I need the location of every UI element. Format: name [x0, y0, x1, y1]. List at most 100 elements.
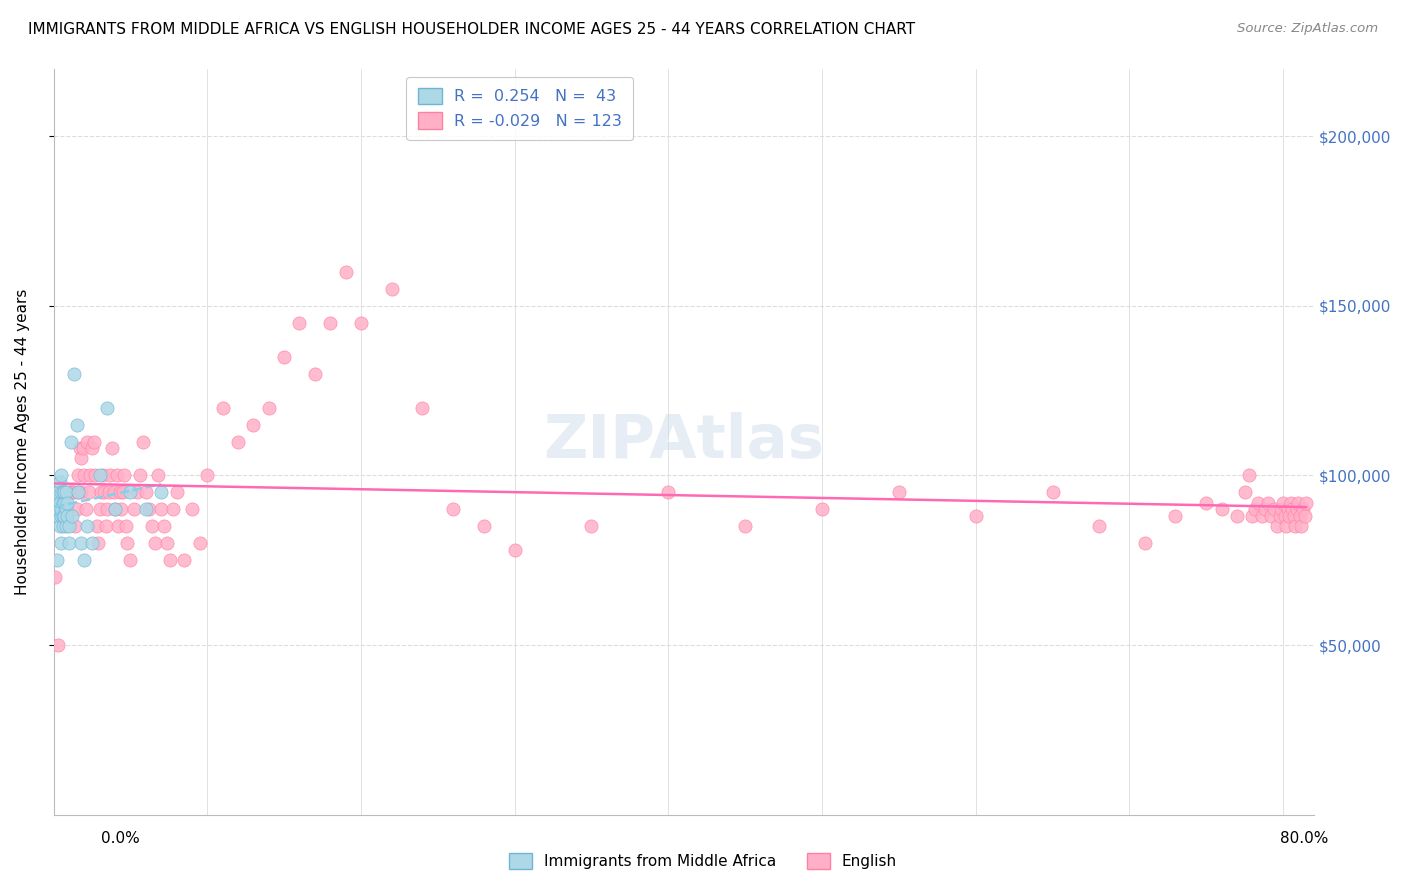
- Point: [166, 485, 188, 500]
- Point: [108, 485, 131, 500]
- Point: [104, 502, 127, 516]
- Point: [159, 553, 181, 567]
- Point: [45, 495, 67, 509]
- Point: [1291, 519, 1313, 533]
- Point: [58, 485, 80, 500]
- Point: [67, 485, 90, 500]
- Point: [46, 485, 69, 500]
- Point: [811, 502, 834, 516]
- Point: [53, 495, 76, 509]
- Point: [52, 495, 75, 509]
- Point: [273, 350, 295, 364]
- Point: [90, 485, 112, 500]
- Point: [1087, 519, 1109, 533]
- Point: [79, 468, 101, 483]
- Point: [89, 468, 111, 483]
- Point: [335, 265, 357, 279]
- Point: [96, 401, 118, 415]
- Point: [83, 434, 105, 449]
- Point: [107, 519, 129, 533]
- Point: [93, 485, 115, 500]
- Point: [1042, 485, 1064, 500]
- Point: [657, 485, 679, 500]
- Point: [75, 502, 97, 516]
- Point: [128, 468, 150, 483]
- Point: [100, 468, 122, 483]
- Point: [77, 485, 100, 500]
- Point: [211, 401, 233, 415]
- Point: [153, 519, 176, 533]
- Point: [53, 485, 76, 500]
- Point: [1211, 502, 1233, 516]
- Point: [46, 638, 69, 652]
- Point: [1274, 509, 1296, 524]
- Point: [110, 502, 132, 516]
- Point: [1257, 495, 1279, 509]
- Point: [76, 434, 98, 449]
- Point: [58, 519, 80, 533]
- Point: [103, 485, 125, 500]
- Point: [1226, 509, 1249, 524]
- Point: [503, 543, 526, 558]
- Point: [350, 316, 373, 330]
- Point: [150, 485, 173, 500]
- Point: [1282, 509, 1305, 524]
- Text: 80.0%: 80.0%: [1281, 831, 1329, 846]
- Point: [1247, 495, 1270, 509]
- Text: Source: ZipAtlas.com: Source: ZipAtlas.com: [1237, 22, 1378, 36]
- Point: [111, 485, 134, 500]
- Point: [120, 553, 142, 567]
- Point: [51, 485, 73, 500]
- Point: [304, 367, 326, 381]
- Point: [45, 553, 67, 567]
- Point: [67, 468, 90, 483]
- Point: [1284, 519, 1306, 533]
- Point: [115, 519, 138, 533]
- Point: [257, 401, 280, 415]
- Point: [1278, 509, 1301, 524]
- Point: [887, 485, 910, 500]
- Point: [101, 442, 124, 456]
- Point: [734, 519, 756, 533]
- Point: [1263, 502, 1285, 516]
- Point: [56, 509, 79, 524]
- Point: [1279, 495, 1302, 509]
- Point: [156, 536, 179, 550]
- Point: [55, 519, 77, 533]
- Point: [66, 417, 89, 432]
- Point: [1253, 502, 1275, 516]
- Point: [1164, 509, 1187, 524]
- Point: [46, 509, 69, 524]
- Point: [135, 485, 157, 500]
- Legend: Immigrants from Middle Africa, English: Immigrants from Middle Africa, English: [503, 847, 903, 875]
- Point: [1270, 502, 1292, 516]
- Point: [96, 502, 118, 516]
- Point: [381, 282, 404, 296]
- Point: [70, 485, 93, 500]
- Point: [60, 485, 83, 500]
- Point: [51, 468, 73, 483]
- Point: [53, 509, 76, 524]
- Point: [80, 536, 103, 550]
- Point: [150, 502, 173, 516]
- Point: [49, 475, 72, 490]
- Point: [1260, 509, 1282, 524]
- Point: [44, 502, 66, 516]
- Point: [49, 495, 72, 509]
- Point: [59, 485, 82, 500]
- Point: [69, 442, 91, 456]
- Point: [1295, 495, 1317, 509]
- Point: [411, 401, 433, 415]
- Point: [62, 485, 84, 500]
- Point: [1265, 519, 1288, 533]
- Point: [1281, 502, 1303, 516]
- Point: [581, 519, 603, 533]
- Point: [87, 536, 110, 550]
- Point: [73, 468, 96, 483]
- Point: [70, 451, 93, 466]
- Point: [1237, 468, 1260, 483]
- Point: [181, 502, 204, 516]
- Point: [62, 367, 84, 381]
- Point: [288, 316, 311, 330]
- Point: [89, 502, 111, 516]
